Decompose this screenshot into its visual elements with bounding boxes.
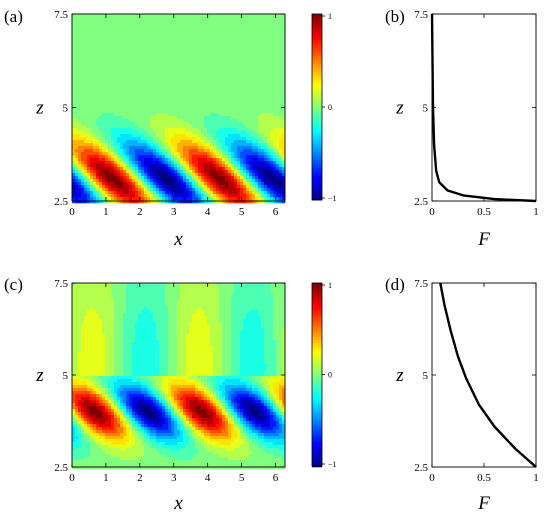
x-tick-label: 1: [103, 472, 109, 484]
colorbar-tick-label: 0: [328, 103, 332, 112]
x-tick-label: 1: [533, 206, 539, 218]
colorbar-tick-label: −1: [328, 460, 337, 469]
x-axis-label: F: [477, 229, 490, 250]
y-tick-label: 2.5: [54, 462, 68, 474]
profile-line: [439, 282, 537, 468]
x-tick-label: 0.5: [477, 472, 491, 484]
colorbar-tick-label: 0: [328, 371, 332, 380]
x-tick-label: 1: [533, 472, 539, 484]
x-tick-label: 0: [429, 472, 435, 484]
colorbar-tick-label: −1: [328, 194, 337, 203]
panel-label: (b): [385, 7, 405, 26]
x-axis-label: F: [477, 493, 490, 514]
colorbar-tick-label: 1: [328, 12, 332, 21]
y-axis-label: z: [395, 365, 404, 386]
x-tick-label: 0.5: [477, 206, 491, 218]
axes-frame: [431, 282, 537, 468]
panel-label: (c): [4, 275, 23, 294]
y-tick-label: 7.5: [414, 278, 428, 290]
y-tick-label: 5: [63, 103, 69, 115]
axes-frame: [431, 13, 537, 202]
y-tick-label: 7.5: [414, 9, 428, 21]
x-tick-label: 6: [273, 472, 279, 484]
colorbar: 1 0 −1: [311, 12, 337, 203]
colorbar: 1 0 −1: [311, 281, 337, 469]
panel-2: (c) 1 0 −1 0 1 2 3 4 5 6 2.5 5 7.5 x z: [4, 275, 337, 514]
x-axis-label: x: [173, 229, 183, 250]
heatmap-cells: [72, 283, 286, 470]
y-tick-label: 5: [423, 370, 429, 382]
x-tick-label: 0: [69, 206, 75, 218]
x-tick-label: 2: [137, 206, 143, 218]
y-tick-label: 5: [423, 103, 429, 115]
y-tick-label: 2.5: [54, 196, 68, 208]
panel-1: (b) 0 0.5 1 2.5 5 7.5 Fz: [385, 7, 539, 250]
x-tick-label: 0: [429, 206, 435, 218]
x-axis-label: x: [173, 493, 183, 514]
y-tick-label: 7.5: [54, 9, 68, 21]
y-tick-label: 7.5: [54, 278, 68, 290]
profile-line: [430, 13, 537, 203]
y-tick-label: 2.5: [414, 196, 428, 208]
x-tick-label: 4: [205, 206, 211, 218]
panel-label: (d): [385, 275, 405, 294]
panel-3: (d) 0 0.5 1 2.5 5 7.5 Fz: [385, 275, 539, 514]
panel-label: (a): [4, 7, 23, 26]
y-axis-label: z: [35, 365, 44, 386]
x-tick-label: 1: [103, 206, 109, 218]
x-tick-label: 2: [137, 472, 143, 484]
x-tick-label: 3: [171, 206, 177, 218]
y-tick-label: 2.5: [414, 462, 428, 474]
heatmap-cells: [72, 14, 286, 204]
x-tick-label: 5: [239, 472, 245, 484]
panel-0: (a) 1 0 −1 0 1 2 3 4 5 6 2.5 5 7.5 x z: [4, 7, 337, 250]
x-tick-label: 4: [205, 472, 211, 484]
x-tick-label: 0: [69, 472, 75, 484]
colorbar-tick-label: 1: [328, 281, 332, 290]
y-tick-label: 5: [63, 370, 69, 382]
x-tick-label: 6: [273, 206, 279, 218]
y-axis-label: z: [395, 98, 404, 119]
x-tick-label: 5: [239, 206, 245, 218]
y-axis-label: z: [35, 98, 44, 119]
x-tick-label: 3: [171, 472, 177, 484]
